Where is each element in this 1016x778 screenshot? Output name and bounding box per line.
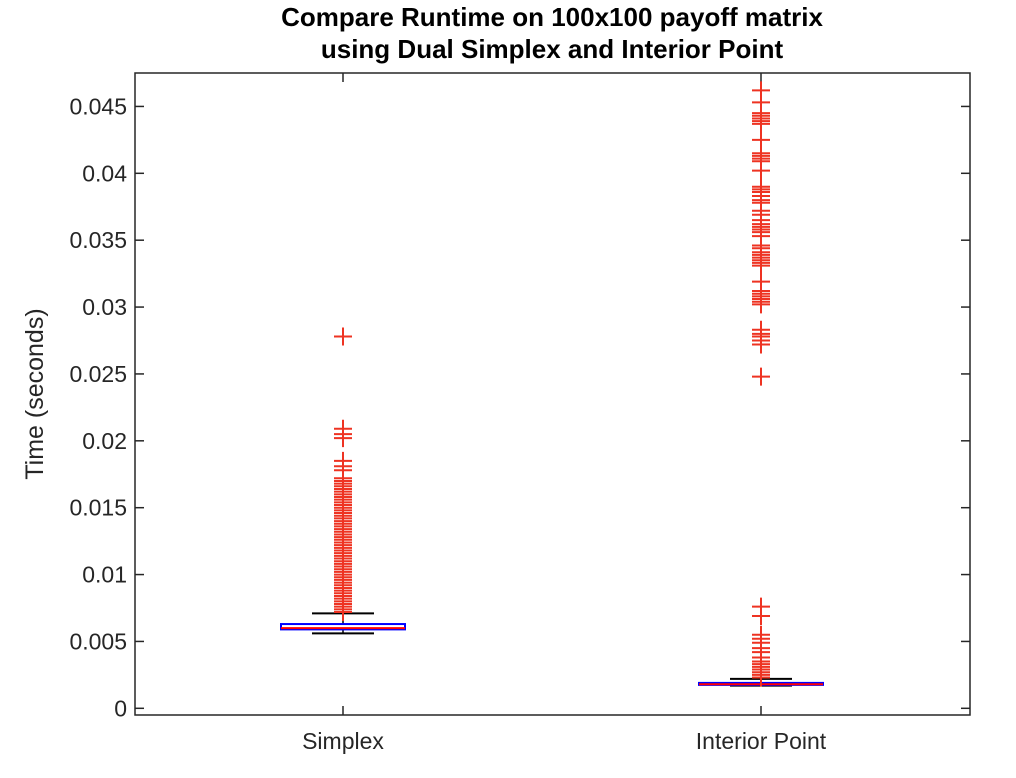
- outlier-marker: [752, 272, 770, 291]
- outlier-marker: [334, 451, 352, 470]
- y-axis-label: Time (seconds): [21, 308, 49, 479]
- y-tick-label: 0.015: [69, 495, 127, 521]
- outlier-marker: [334, 327, 352, 346]
- outlier-marker: [752, 81, 770, 100]
- y-tick-label: 0: [114, 695, 127, 721]
- outlier-marker: [752, 177, 770, 196]
- plot-area: 0 0.005 0.01 0.015 0.02 0.025 0.03 0.035 0.04 0.0…: [69, 72, 971, 754]
- outlier-marker: [752, 625, 770, 644]
- outlier-marker: [334, 419, 352, 438]
- y-tick-label: 0.035: [69, 227, 127, 253]
- y-tick-label: 0.005: [69, 628, 127, 654]
- chart-title-line-2: using Dual Simplex and Interior Point: [321, 34, 784, 64]
- outlier-marker: [752, 597, 770, 616]
- y-tick-label: 0.02: [82, 428, 127, 454]
- chart-title: Compare Runtime on 100x100 payoff matrix…: [281, 2, 823, 64]
- iqr-box: [280, 623, 406, 631]
- chart-title-line-1: Compare Runtime on 100x100 payoff matrix: [281, 2, 823, 32]
- plot-frame: [134, 72, 971, 716]
- outlier-marker: [752, 320, 770, 339]
- x-tick-label: Interior Point: [696, 728, 827, 754]
- y-tick-label: 0.025: [69, 361, 127, 387]
- y-tick-label: 0.03: [82, 294, 127, 320]
- y-tick-label: 0.045: [69, 93, 127, 119]
- outlier-marker: [752, 130, 770, 149]
- x-tick-label: Simplex: [302, 728, 384, 754]
- y-tick-label: 0.01: [82, 562, 127, 588]
- y-tick-label: 0.04: [82, 160, 127, 186]
- outlier-marker: [752, 367, 770, 386]
